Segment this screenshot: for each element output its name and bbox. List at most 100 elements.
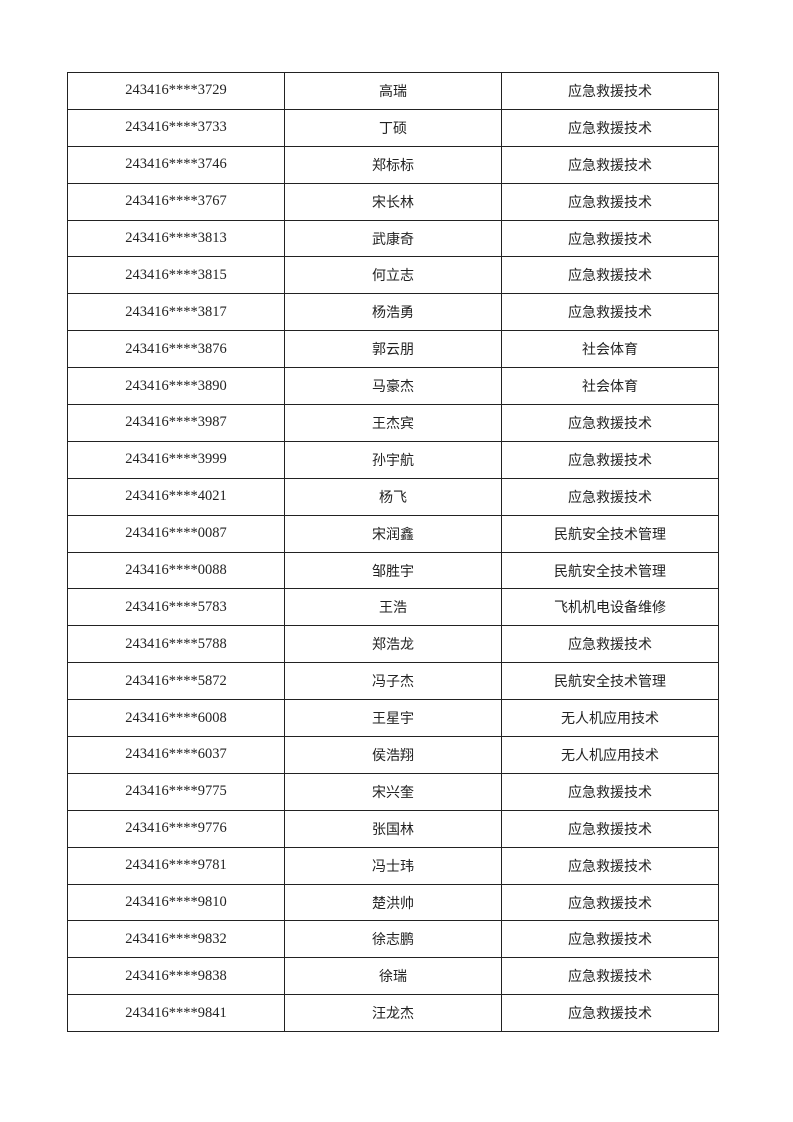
exam-id-cell: 243416****5788 [67,625,285,664]
exam-id-cell: 243416****0087 [67,514,285,553]
major-cell: 应急救援技术 [501,182,719,221]
name-cell: 宋长林 [284,182,502,221]
table-row: 243416****3729 高瑞 应急救援技术 [67,72,719,110]
exam-id-cell: 243416****0088 [67,551,285,590]
name-cell: 何立志 [284,256,502,295]
student-table: 243416****3729 高瑞 应急救援技术 243416****3733 丁硕 应急… [67,72,719,1033]
table-row: 243416****9775 宋兴奎 应急救援技术 [67,772,719,811]
exam-id-cell: 243416****3815 [67,256,285,295]
exam-id-cell: 243416****5783 [67,588,285,627]
major-cell: 飞机机电设备维修 [501,588,719,627]
name-cell: 侯浩翔 [284,736,502,774]
major-cell: 应急救援技术 [501,772,719,811]
major-cell: 民航安全技术管理 [501,514,719,553]
name-cell: 杨飞 [284,477,502,516]
exam-id-cell: 243416****3746 [67,145,285,184]
name-cell: 郑浩龙 [284,625,502,664]
name-cell: 孙宇航 [284,440,502,479]
name-cell: 王星宇 [284,699,502,738]
major-cell: 应急救援技术 [501,846,719,885]
exam-id-cell: 243416****6037 [67,736,285,774]
table-row: 243416****9838 徐瑞 应急救援技术 [67,957,719,996]
table-row: 243416****3987 王杰宾 应急救援技术 [67,404,719,442]
exam-id-cell: 243416****9832 [67,920,285,959]
exam-id-cell: 243416****9838 [67,957,285,996]
exam-id-cell: 243416****3890 [67,367,285,406]
major-cell: 应急救援技术 [501,920,719,959]
name-cell: 王浩 [284,588,502,627]
table-row: 243416****9781 冯士玮 应急救援技术 [67,846,719,885]
exam-id-cell: 243416****3813 [67,219,285,258]
name-cell: 王杰宾 [284,404,502,442]
name-cell: 冯士玮 [284,846,502,885]
major-cell: 社会体育 [501,330,719,369]
name-cell: 杨浩勇 [284,293,502,332]
major-cell: 应急救援技术 [501,145,719,184]
name-cell: 邹胜宇 [284,551,502,590]
major-cell: 应急救援技术 [501,477,719,516]
major-cell: 应急救援技术 [501,404,719,442]
exam-id-cell: 243416****6008 [67,699,285,738]
name-cell: 楚洪帅 [284,883,502,922]
table-row: 243416****3815 何立志 应急救援技术 [67,256,719,295]
major-cell: 社会体育 [501,367,719,406]
exam-id-cell: 243416****3987 [67,404,285,442]
table-row: 243416****6008 王星宇 无人机应用技术 [67,699,719,738]
name-cell: 高瑞 [284,72,502,110]
table-row: 243416****3999 孙宇航 应急救援技术 [67,440,719,479]
exam-id-cell: 243416****3729 [67,72,285,110]
name-cell: 郭云朋 [284,330,502,369]
name-cell: 郑标标 [284,145,502,184]
table-row: 243416****4021 杨飞 应急救援技术 [67,477,719,516]
table-row: 243416****3817 杨浩勇 应急救援技术 [67,293,719,332]
exam-id-cell: 243416****5872 [67,662,285,701]
name-cell: 宋润鑫 [284,514,502,553]
exam-id-cell: 243416****3767 [67,182,285,221]
table-row: 243416****6037 侯浩翔 无人机应用技术 [67,736,719,774]
exam-id-cell: 243416****3817 [67,293,285,332]
name-cell: 徐志鹏 [284,920,502,959]
table-row: 243416****3733 丁硕 应急救援技术 [67,108,719,147]
exam-id-cell: 243416****3876 [67,330,285,369]
table-row: 243416****9832 徐志鹏 应急救援技术 [67,920,719,959]
table-row: 243416****3813 武康奇 应急救援技术 [67,219,719,258]
table-row: 243416****0087 宋润鑫 民航安全技术管理 [67,514,719,553]
major-cell: 应急救援技术 [501,293,719,332]
major-cell: 应急救援技术 [501,256,719,295]
table-row: 243416****9841 汪龙杰 应急救援技术 [67,994,719,1033]
table-row: 243416****3890 马豪杰 社会体育 [67,367,719,406]
exam-id-cell: 243416****3999 [67,440,285,479]
name-cell: 冯子杰 [284,662,502,701]
name-cell: 汪龙杰 [284,994,502,1033]
exam-id-cell: 243416****9781 [67,846,285,885]
major-cell: 民航安全技术管理 [501,662,719,701]
table-row: 243416****5783 王浩 飞机机电设备维修 [67,588,719,627]
table-row: 243416****3767 宋长林 应急救援技术 [67,182,719,221]
major-cell: 应急救援技术 [501,625,719,664]
major-cell: 应急救援技术 [501,883,719,922]
table-row: 243416****9776 张国林 应急救援技术 [67,809,719,848]
major-cell: 应急救援技术 [501,809,719,848]
table-row: 243416****3876 郭云朋 社会体育 [67,330,719,369]
major-cell: 应急救援技术 [501,440,719,479]
name-cell: 徐瑞 [284,957,502,996]
major-cell: 应急救援技术 [501,219,719,258]
exam-id-cell: 243416****4021 [67,477,285,516]
major-cell: 民航安全技术管理 [501,551,719,590]
exam-id-cell: 243416****9775 [67,772,285,811]
major-cell: 应急救援技术 [501,957,719,996]
name-cell: 丁硕 [284,108,502,147]
name-cell: 武康奇 [284,219,502,258]
name-cell: 宋兴奎 [284,772,502,811]
major-cell: 应急救援技术 [501,994,719,1033]
name-cell: 张国林 [284,809,502,848]
major-cell: 无人机应用技术 [501,736,719,774]
name-cell: 马豪杰 [284,367,502,406]
exam-id-cell: 243416****9841 [67,994,285,1033]
table-row: 243416****9810 楚洪帅 应急救援技术 [67,883,719,922]
exam-id-cell: 243416****3733 [67,108,285,147]
exam-id-cell: 243416****9776 [67,809,285,848]
exam-id-cell: 243416****9810 [67,883,285,922]
major-cell: 应急救援技术 [501,108,719,147]
major-cell: 应急救援技术 [501,72,719,110]
